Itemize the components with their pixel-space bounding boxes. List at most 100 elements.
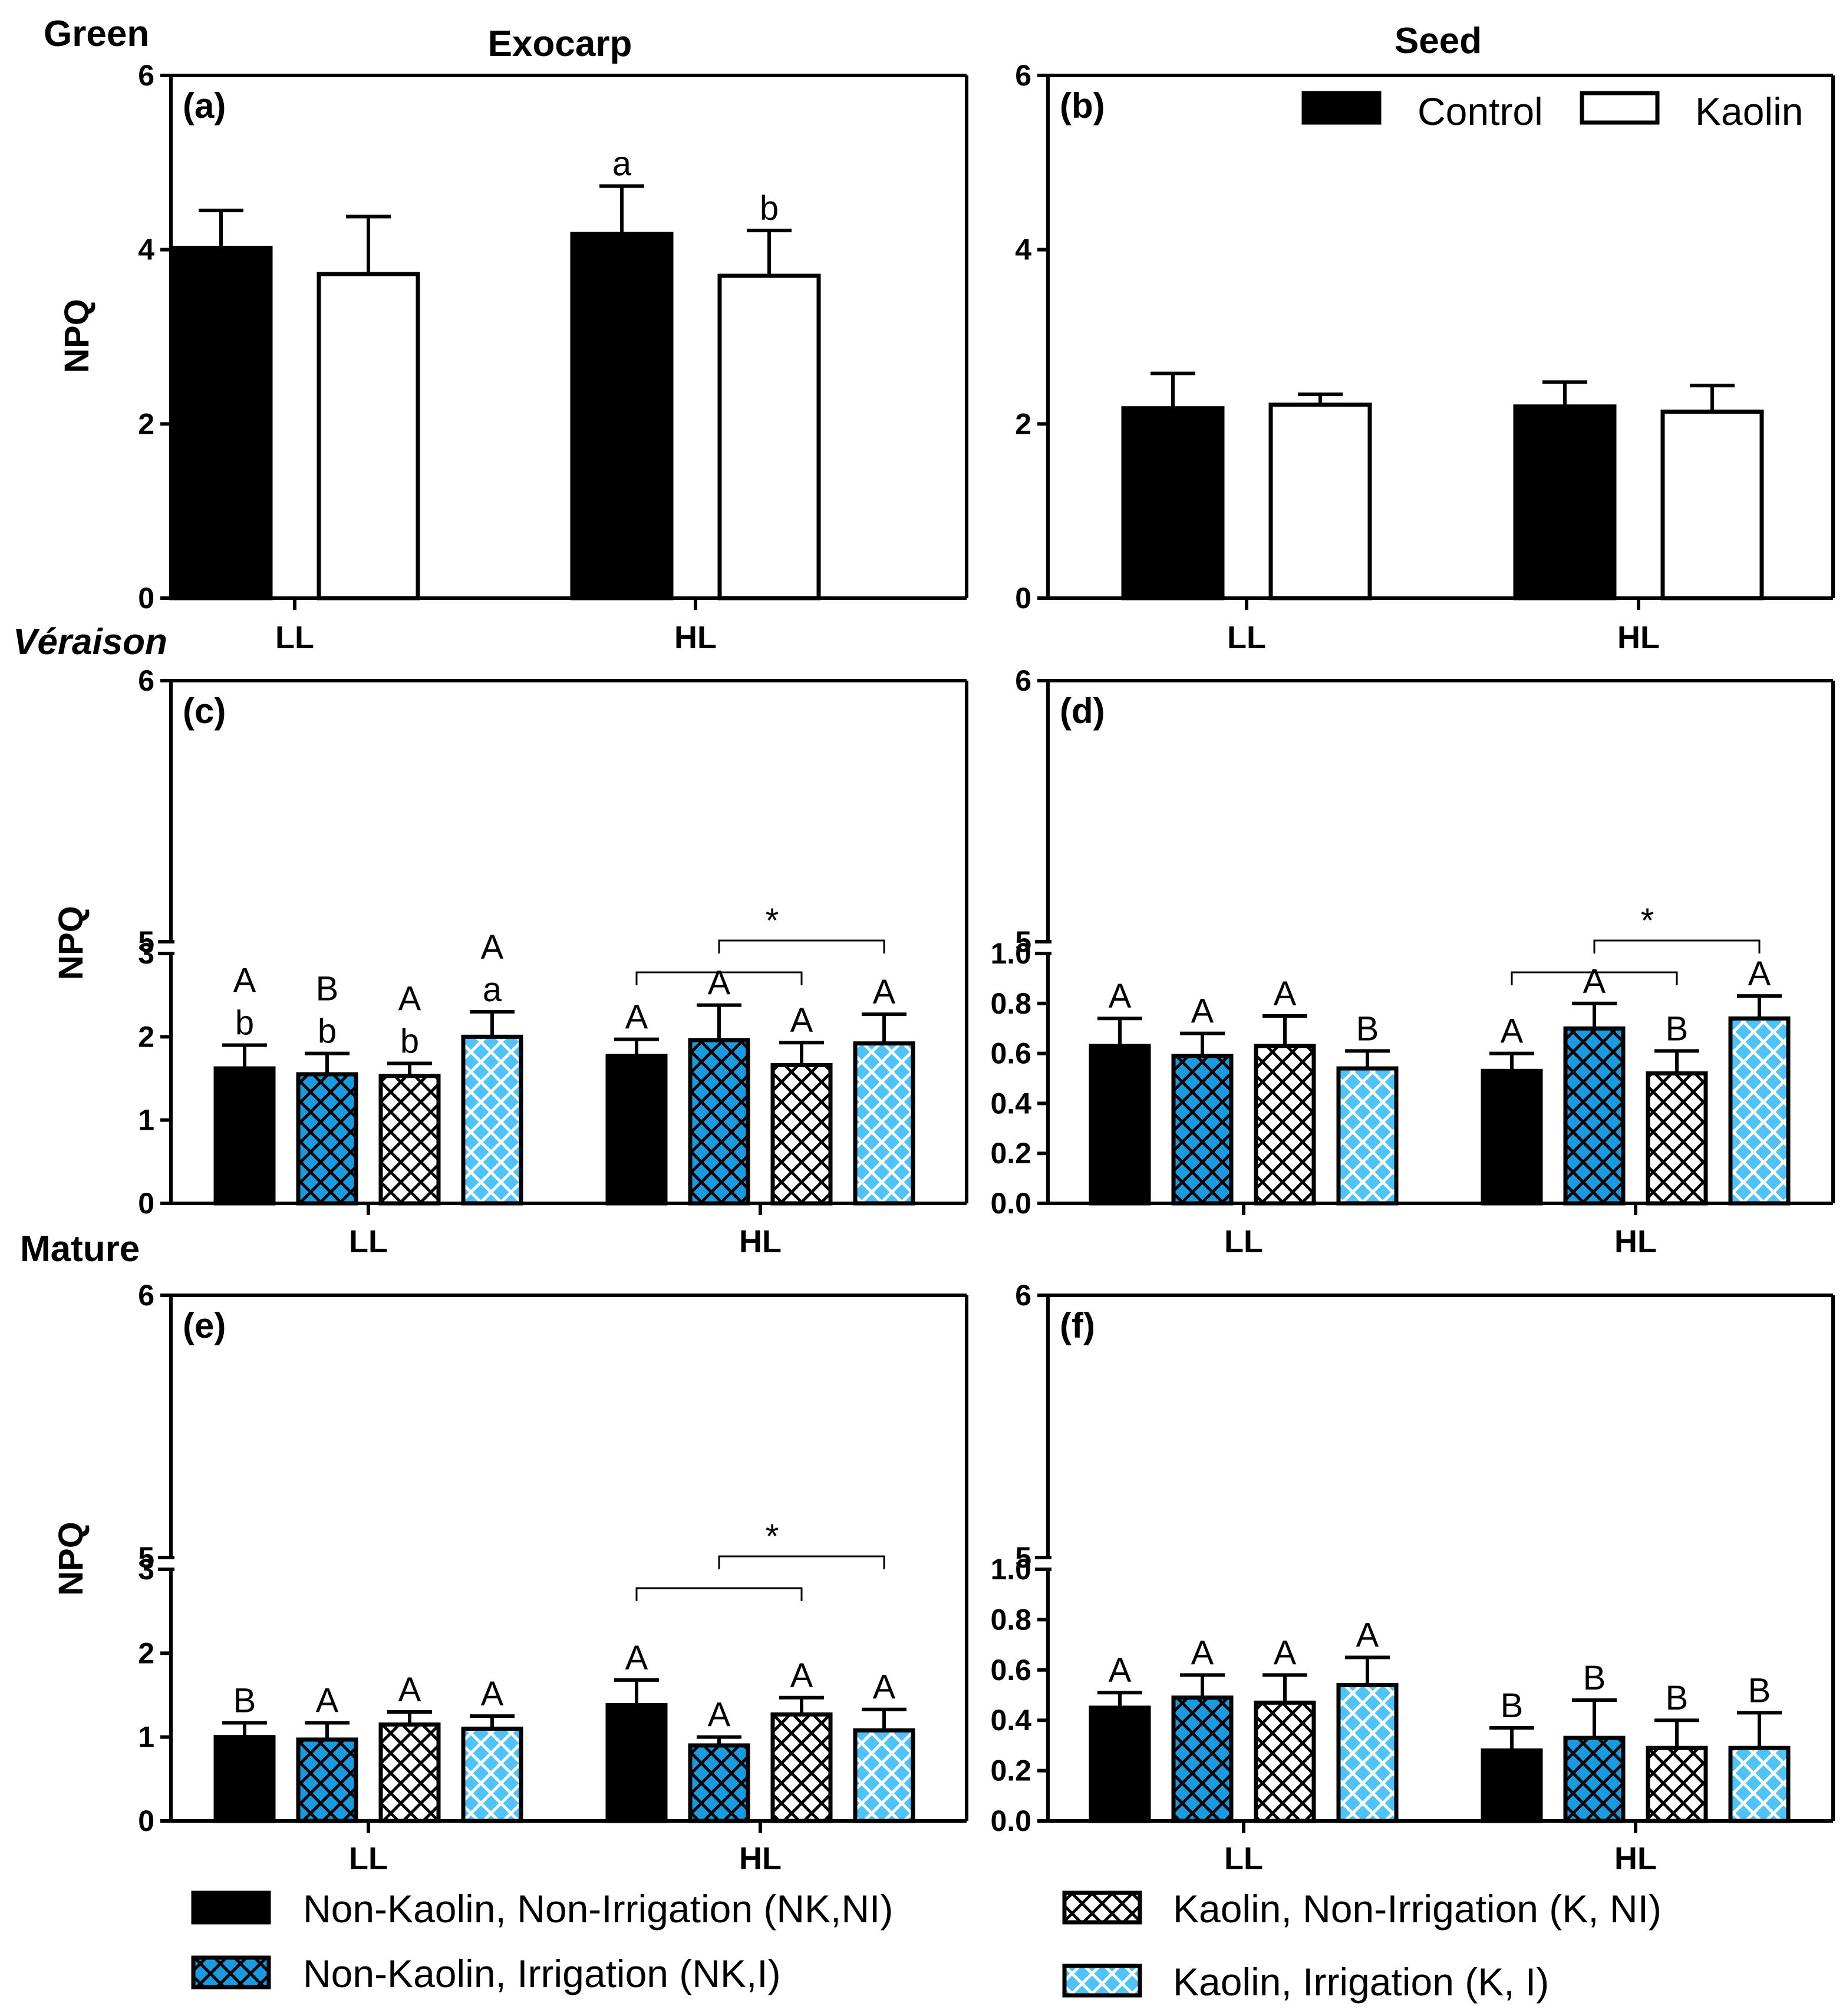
- legend-knl-label: Kaolin, Non-Irrigation (K, NI): [1173, 1887, 1662, 1931]
- y-tick-label: 4: [138, 233, 154, 266]
- significance-letter: B: [1501, 1687, 1524, 1725]
- bar: [1646, 1746, 1708, 1823]
- bar: [296, 1737, 358, 1823]
- significance-bracket: [1511, 971, 1678, 985]
- significance-letter: b: [400, 1022, 419, 1061]
- significance-letter: A: [1356, 1616, 1379, 1654]
- significance-letter: A: [1501, 1012, 1524, 1051]
- significance-letter: A: [873, 1668, 896, 1707]
- x-tick-label: HL: [739, 1841, 782, 1876]
- y-tick-label: 6: [1015, 59, 1031, 92]
- significance-letter: A: [398, 980, 421, 1018]
- y-tick-label: 0: [138, 582, 154, 615]
- significance-star: *: [1641, 902, 1654, 940]
- y-axis-label: NPQ: [58, 299, 96, 373]
- bar: [770, 1063, 833, 1206]
- significance-bracket: [635, 971, 803, 985]
- significance-bracket: [635, 1587, 803, 1601]
- panel-b: 0 2 4 6 (b) LL HL: [1015, 59, 1835, 655]
- significance-letter: A: [873, 973, 896, 1011]
- bar: [378, 1074, 441, 1206]
- significance-star: *: [766, 1517, 779, 1556]
- panel-label: (f): [1060, 1306, 1095, 1345]
- significance-letter: A: [398, 1671, 421, 1709]
- bar: [1646, 1071, 1708, 1206]
- y-tick-label: 2: [1015, 407, 1031, 440]
- y-tick-label: 6: [138, 59, 154, 92]
- significance-letter: A: [233, 961, 256, 999]
- significance-letter: A: [1274, 1634, 1297, 1672]
- legend-nki-label: Non-Kaolin, Irrigation (NK,I): [303, 1952, 781, 1995]
- bar: [1728, 1016, 1791, 1206]
- significance-letter: A: [481, 928, 504, 966]
- legend-ki-swatch: [1062, 1964, 1142, 1998]
- significance-letter: A: [790, 1001, 813, 1040]
- panel-label: (d): [1060, 691, 1105, 731]
- significance-letter: A: [481, 1675, 504, 1713]
- bar: [461, 1034, 523, 1206]
- x-tick-label: HL: [1614, 1224, 1657, 1259]
- significance-letter: B: [1356, 1009, 1379, 1048]
- significance-letter: B: [1666, 1009, 1689, 1048]
- y-tick-label: 6: [138, 664, 154, 697]
- y-tick-label: 0.2: [990, 1137, 1031, 1170]
- bar: [461, 1726, 523, 1823]
- significance-letter: A: [1191, 992, 1214, 1031]
- y-tick-label: 0.6: [990, 1654, 1031, 1687]
- panel-label: (e): [183, 1306, 226, 1345]
- bar: [213, 1066, 276, 1206]
- y-tick-label: 0.8: [990, 1603, 1031, 1636]
- significance-letter: B: [233, 1681, 256, 1720]
- significance-letter: A: [708, 1696, 731, 1734]
- y-tick-label: 3: [138, 1553, 154, 1586]
- significance-letter: A: [1191, 1634, 1214, 1672]
- significance-letter: b: [235, 1004, 254, 1042]
- y-tick-label: 3: [138, 937, 154, 970]
- bar: [213, 1735, 276, 1823]
- y-tick-label: 0.4: [990, 1704, 1031, 1737]
- legend-control-swatch: [1301, 91, 1382, 125]
- bar: [317, 272, 420, 600]
- y-tick-label: 2: [138, 1020, 154, 1053]
- significance-letter: b: [318, 1012, 337, 1051]
- significance-letter: A: [625, 998, 648, 1037]
- bar: [1089, 1044, 1151, 1206]
- row-header-mature: Mature: [20, 1229, 140, 1269]
- bar: [1728, 1746, 1791, 1823]
- significance-letter: A: [1109, 1651, 1132, 1690]
- significance-letter: A: [316, 1681, 339, 1720]
- significance-letter: A: [790, 1657, 813, 1695]
- y-tick-label: 1.0: [990, 937, 1031, 970]
- significance-letter: A: [1748, 955, 1771, 993]
- y-tick-label: 6: [138, 1279, 154, 1312]
- bar: [1254, 1044, 1316, 1206]
- significance-letter: B: [1583, 1659, 1606, 1697]
- panel-e: 5 6 0 1 2 3 (e) NPQ LL HL B A A A A A A A *: [52, 1279, 968, 1876]
- y-tick-label: 2: [138, 1636, 154, 1669]
- significance-letter: a: [483, 971, 502, 1009]
- y-tick-label: 0.0: [990, 1187, 1031, 1220]
- y-axis-label: NPQ: [52, 1522, 90, 1596]
- y-tick-label: 0.8: [990, 987, 1031, 1020]
- bar: [717, 273, 821, 600]
- significance-letter: a: [612, 145, 632, 183]
- x-tick-label: LL: [349, 1224, 388, 1259]
- y-tick-label: 0: [138, 1804, 154, 1837]
- bar: [688, 1038, 750, 1206]
- y-tick-label: 0.6: [990, 1037, 1031, 1070]
- significance-bracket: [718, 1555, 885, 1569]
- y-tick-label: 6: [1015, 664, 1031, 697]
- legend-kaolin-label: Kaolin: [1695, 90, 1803, 133]
- bar: [1660, 410, 1764, 600]
- bar: [1563, 1026, 1626, 1206]
- bar: [1336, 1066, 1399, 1206]
- legend-nki-swatch: [191, 1955, 271, 1989]
- row-header-veraison: Véraison: [13, 622, 167, 662]
- x-tick-label: LL: [1224, 1841, 1263, 1876]
- bar: [1171, 1695, 1234, 1823]
- x-tick-label: HL: [674, 620, 717, 655]
- significance-letter: A: [625, 1639, 648, 1677]
- col-header-seed: Seed: [1395, 21, 1482, 61]
- significance-letter: b: [760, 189, 779, 227]
